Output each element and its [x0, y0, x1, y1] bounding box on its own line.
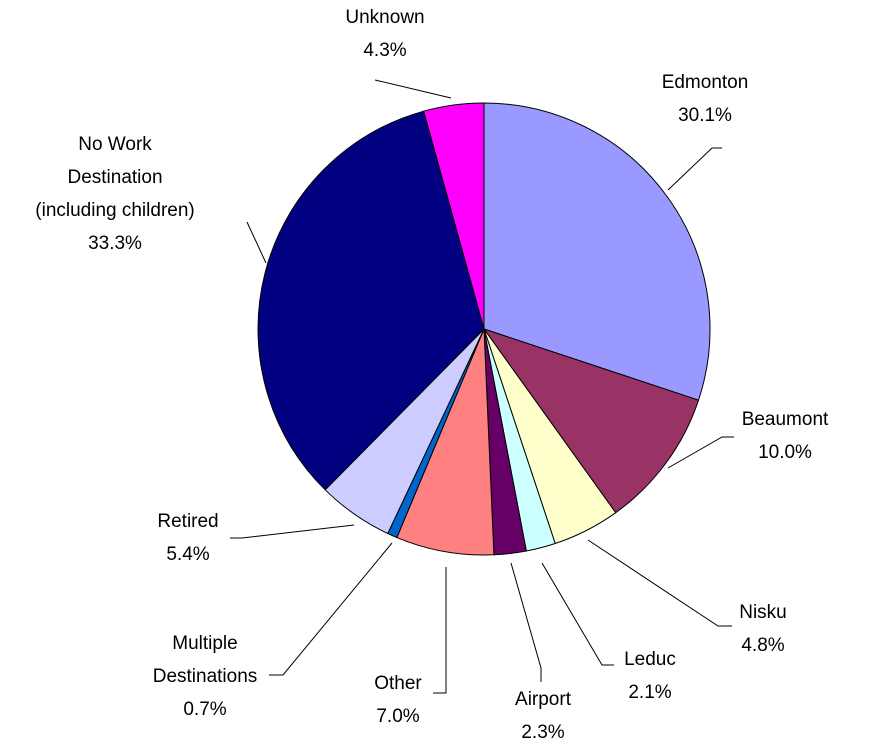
- slice-value-label: 4.3%: [363, 40, 406, 61]
- label-line: Nisku: [739, 602, 787, 623]
- slice-value-label: 2.3%: [521, 722, 564, 743]
- leader-line: [246, 221, 267, 264]
- label-line: Unknown: [345, 7, 424, 28]
- label-line: Airport: [515, 689, 572, 710]
- label-line: Beaumont: [742, 409, 829, 430]
- slice-label: Other: [374, 673, 422, 694]
- leader-line: [230, 524, 355, 539]
- label-line: Leduc: [624, 649, 676, 670]
- leader-line: [510, 562, 542, 682]
- slice-label: Edmonton: [662, 72, 749, 93]
- slice-value-label: 33.3%: [88, 233, 142, 254]
- slice-label: Leduc: [624, 649, 676, 670]
- slice-label: Unknown: [345, 7, 424, 28]
- label-line: Destination: [67, 167, 162, 188]
- slice-label: Airport: [515, 689, 572, 710]
- slice-label: Nisku: [739, 602, 787, 623]
- slice-label: No Work Destination (including children): [35, 134, 194, 221]
- slice-value-label: 30.1%: [678, 105, 732, 126]
- label-line: Retired: [157, 511, 218, 532]
- slice-value-label: 5.4%: [166, 544, 209, 565]
- leader-line: [269, 542, 393, 676]
- pie-slice: [423, 102, 485, 330]
- pie-slice: [483, 102, 711, 401]
- slice-label: Beaumont: [742, 409, 829, 430]
- leader-line: [587, 539, 732, 627]
- slice-label: Retired: [157, 511, 218, 532]
- slice-value-label: 0.7%: [183, 699, 226, 720]
- pie-slice: [257, 110, 485, 491]
- slice-value-label: 10.0%: [758, 442, 812, 463]
- slice-value-label: 2.1%: [628, 682, 671, 703]
- label-line: Multiple: [172, 633, 237, 654]
- slice-label: Multiple Destinations: [153, 633, 258, 687]
- slice-value-label: 7.0%: [376, 706, 419, 727]
- label-line: Edmonton: [662, 72, 749, 93]
- label-line: Destinations: [153, 666, 258, 687]
- leader-line: [541, 562, 614, 666]
- leader-line: [667, 436, 734, 469]
- pie-slice: [482, 328, 700, 514]
- label-line: (including children): [35, 200, 194, 221]
- slice-value-label: 4.8%: [741, 635, 784, 656]
- label-line: No Work: [78, 134, 152, 155]
- leader-line: [374, 79, 452, 99]
- leader-line: [433, 567, 447, 694]
- leader-line: [667, 147, 722, 191]
- label-line: Other: [374, 673, 422, 694]
